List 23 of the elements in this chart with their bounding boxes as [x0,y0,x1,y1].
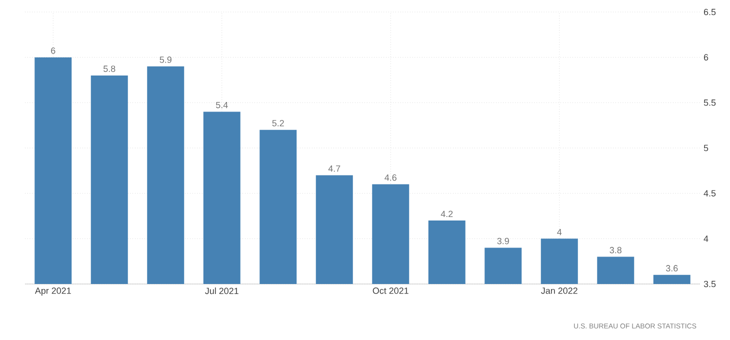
y-tick-label: 6.5 [704,8,716,16]
x-tick-label: Jul 2021 [205,288,238,294]
data-label: 3.9 [497,238,509,244]
y-tick-label: 5.5 [704,100,716,106]
x-tick-label: Oct 2021 [372,288,408,294]
data-label: 4.2 [440,210,453,218]
data-label: 4.7 [328,166,340,172]
data-label: 3.6 [666,265,678,272]
y-tick-label: 5 [704,144,708,152]
data-label: 5.9 [160,56,172,63]
y-tick-label: 3.5 [704,280,716,288]
data-label: 5.8 [104,66,116,72]
y-tick-label: 4 [704,236,708,242]
y-tick-label: 4.5 [704,190,716,196]
x-tick-label: Apr 2021 [34,288,71,296]
data-label: 6 [51,47,56,54]
data-label: 4.6 [384,174,396,181]
y-tick-label: 6 [704,54,708,61]
data-label: 3.8 [610,246,622,254]
x-tick-label: Jan 2022 [541,288,578,294]
data-label: 5.2 [272,120,284,126]
data-label: 5.4 [216,102,228,108]
data-label: 4 [557,228,562,236]
